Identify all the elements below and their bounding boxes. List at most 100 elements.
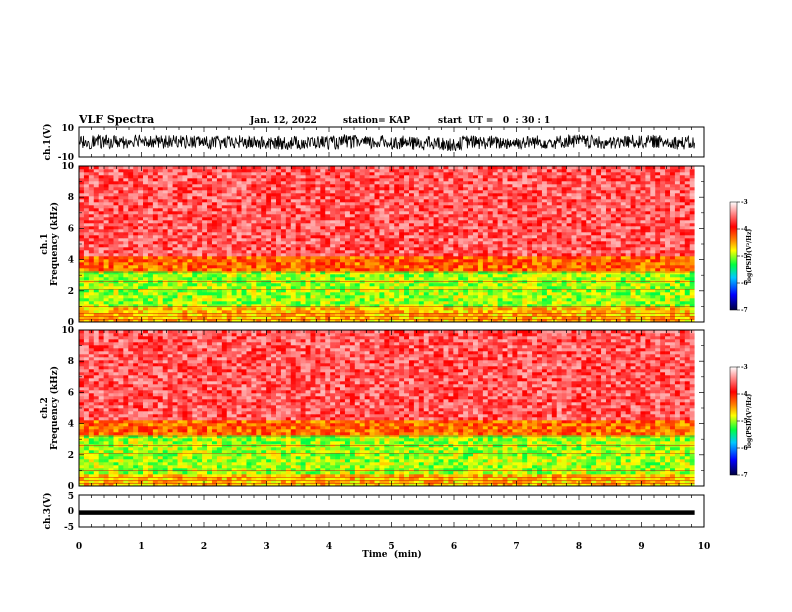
spectrogram-cell: [221, 211, 228, 215]
spectrogram-cell: [103, 217, 109, 221]
spectrogram-cell: [103, 283, 109, 287]
spectrogram-cell: [83, 247, 90, 251]
spectrogram-cell: [650, 217, 656, 221]
spectrogram-cell: [128, 241, 134, 245]
spectrogram-cell: [261, 226, 267, 230]
spectrogram-cell: [246, 262, 252, 266]
spectrogram-cell: [128, 268, 134, 272]
spectrogram-cell: [684, 277, 690, 281]
spectrogram-cell: [689, 310, 695, 314]
spectrogram-cell: [349, 238, 356, 242]
spectrogram-cell: [418, 274, 425, 278]
spectrogram-cell: [113, 214, 119, 218]
spectrogram-cell: [369, 307, 375, 311]
spectrogram-cell: [216, 295, 223, 299]
spectrogram-cell: [571, 271, 577, 275]
spectrogram-cell: [79, 271, 85, 275]
spectrogram-cell: [581, 316, 587, 320]
spectrogram-cell: [551, 295, 558, 299]
spectrogram-cell: [404, 229, 410, 233]
spectrogram-cell: [335, 247, 341, 251]
spectrogram-cell: [118, 298, 124, 302]
spectrogram-cell: [384, 220, 390, 224]
spectrogram-cell: [413, 214, 420, 218]
spectrogram-cell: [453, 208, 459, 212]
spectrogram-cell: [418, 235, 425, 239]
spectrogram-cell: [325, 241, 331, 245]
spectrogram-cell: [384, 310, 390, 314]
spectrogram-cell: [625, 268, 631, 272]
spectrogram-cell: [468, 313, 474, 317]
spectrogram-cell: [79, 316, 85, 320]
spectrogram-cell: [315, 313, 321, 317]
spectrogram-cell: [473, 295, 479, 299]
spectrogram-cell: [517, 211, 523, 215]
spectrogram-cell: [320, 301, 326, 305]
spectrogram-cell: [517, 247, 523, 251]
spectrogram-cell: [679, 259, 686, 263]
spectrogram-cell: [103, 295, 109, 299]
spectrogram-cell: [546, 214, 553, 218]
spectrogram-cell: [492, 319, 498, 323]
spectrogram-cell: [438, 295, 444, 299]
spectrogram-cell: [108, 253, 114, 257]
spectrogram-cell: [261, 289, 267, 293]
spectrogram-cell: [413, 241, 420, 245]
spectrogram-cell: [202, 217, 208, 221]
spectrogram-cell: [399, 256, 405, 260]
spectrogram-cell: [418, 295, 425, 299]
spectrogram-cell: [246, 211, 252, 215]
spectrogram-cell: [601, 223, 607, 227]
spectrogram-cell: [251, 307, 257, 311]
spectrogram-cell: [300, 211, 306, 215]
spectrogram-cell: [507, 229, 513, 233]
spectrogram-cell: [610, 253, 617, 257]
spectrogram-cell: [605, 244, 612, 248]
spectrogram-cell: [211, 265, 218, 269]
spectrogram-cell: [404, 262, 410, 266]
spectrogram-cell: [571, 307, 577, 311]
spectrogram-cell: [369, 250, 375, 254]
spectrogram-cell: [261, 310, 267, 314]
spectrogram-cell: [615, 310, 622, 314]
spectrogram-cell: [182, 250, 188, 254]
spectrogram-cell: [532, 235, 538, 239]
date-label: Jan. 12, 2022: [249, 116, 317, 126]
spectrogram-cell: [645, 277, 651, 281]
spectrogram-cell: [512, 268, 518, 272]
spectrogram-cell: [83, 262, 90, 266]
spectrogram-cell: [305, 316, 311, 320]
spectrogram-cell: [674, 223, 681, 227]
spectrogram-cell: [221, 298, 228, 302]
spectrogram-cell: [428, 286, 434, 290]
spectrogram-cell: [566, 316, 572, 320]
spectrogram-cell: [271, 298, 277, 302]
spectrogram-cell: [133, 295, 139, 299]
spectrogram-cell: [655, 232, 661, 236]
spectrogram-cell: [290, 223, 296, 227]
spectrogram-cell: [295, 232, 301, 236]
spectrogram-cell: [674, 247, 681, 251]
spectrogram-cell: [423, 268, 429, 272]
spectrogram-cell: [276, 292, 282, 296]
spectrogram-cell: [261, 301, 267, 305]
spectrogram-cell: [502, 277, 508, 281]
spectrogram-cell: [221, 205, 228, 209]
spectrogram-cell: [546, 271, 553, 275]
spectrogram-cell: [610, 208, 617, 212]
spectrogram-cell: [379, 277, 385, 281]
spectrogram-cell: [271, 262, 277, 266]
spectrogram-cell: [453, 205, 459, 209]
spectrogram-cell: [645, 253, 651, 257]
spectrogram-cell: [349, 316, 356, 320]
spectrogram-cell: [492, 307, 498, 311]
spectrogram-cell: [177, 295, 183, 299]
spectrogram-cell: [512, 205, 518, 209]
spectrogram-cell: [280, 298, 287, 302]
spectrogram-cell: [576, 226, 582, 230]
spectrogram-cell: [197, 277, 203, 281]
spectrogram-cell: [143, 289, 149, 293]
spectrogram-cell: [413, 244, 420, 248]
spectrogram-cell: [152, 307, 159, 311]
